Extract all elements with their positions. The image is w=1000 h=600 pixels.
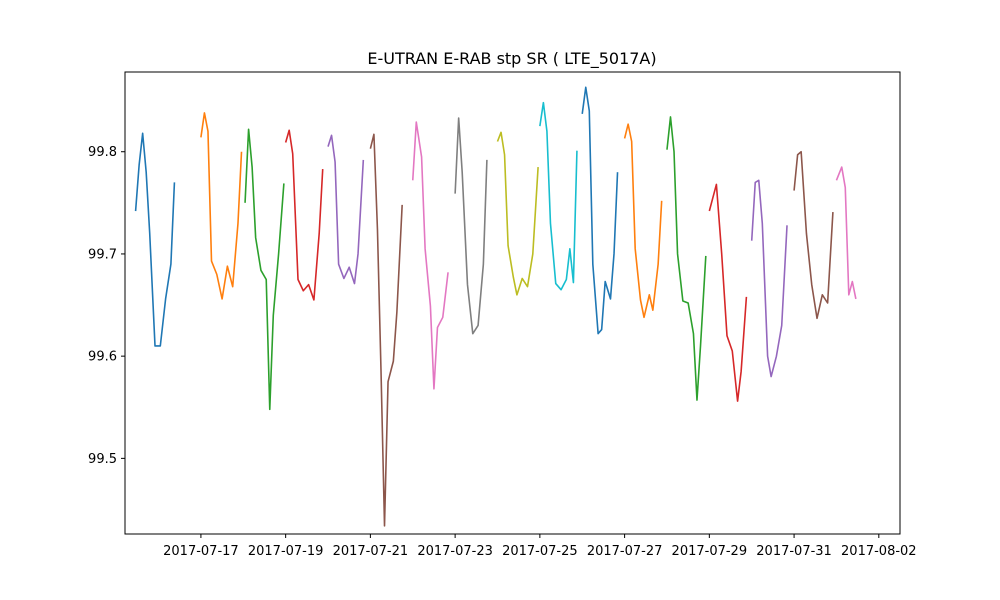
series-line-7 — [411, 121, 449, 390]
x-tick-label-3: 2017-07-21 — [333, 544, 409, 559]
series-line-15 — [750, 179, 788, 378]
series-line-4 — [284, 129, 324, 301]
series-line-14 — [708, 183, 748, 402]
x-tick-label-2: 2017-07-19 — [248, 544, 324, 559]
x-axis: 2017-07-17 2017-07-19 2017-07-21 2017-07-23… — [163, 534, 917, 559]
series-line-3 — [244, 128, 285, 411]
x-tick-label-4: 2017-07-23 — [417, 544, 493, 559]
x-tick-label-1: 2017-07-17 — [163, 544, 239, 559]
y-axis: 99.5 99.6 99.7 99.8 — [88, 145, 125, 467]
series-line-13 — [666, 116, 707, 401]
series-line-1 — [134, 132, 176, 347]
series-line-17 — [835, 166, 857, 300]
series-line-5 — [327, 134, 365, 285]
series-line-8 — [454, 117, 488, 335]
x-tick-label-6: 2017-07-27 — [587, 544, 663, 559]
x-tick-label-8: 2017-07-31 — [756, 544, 832, 559]
series-line-12 — [623, 123, 663, 319]
series-line-2 — [200, 112, 243, 300]
series-line-16 — [793, 150, 834, 320]
series-layer — [134, 86, 857, 527]
series-line-9 — [496, 131, 539, 296]
y-tick-label-4: 99.8 — [88, 145, 117, 160]
x-tick-label-5: 2017-07-25 — [502, 544, 578, 559]
x-tick-label-9: 2017-08-02 — [841, 544, 917, 559]
y-tick-label-1: 99.5 — [88, 452, 117, 467]
x-tick-label-7: 2017-07-29 — [672, 544, 748, 559]
y-tick-label-2: 99.6 — [88, 350, 117, 365]
chart-title: E-UTRAN E-RAB stp SR ( LTE_5017A) — [367, 49, 656, 69]
series-line-10 — [539, 101, 578, 291]
plot-area-frame — [124, 71, 901, 535]
series-line-6 — [369, 133, 403, 527]
y-tick-label-3: 99.7 — [88, 247, 117, 262]
series-line-11 — [581, 86, 619, 335]
